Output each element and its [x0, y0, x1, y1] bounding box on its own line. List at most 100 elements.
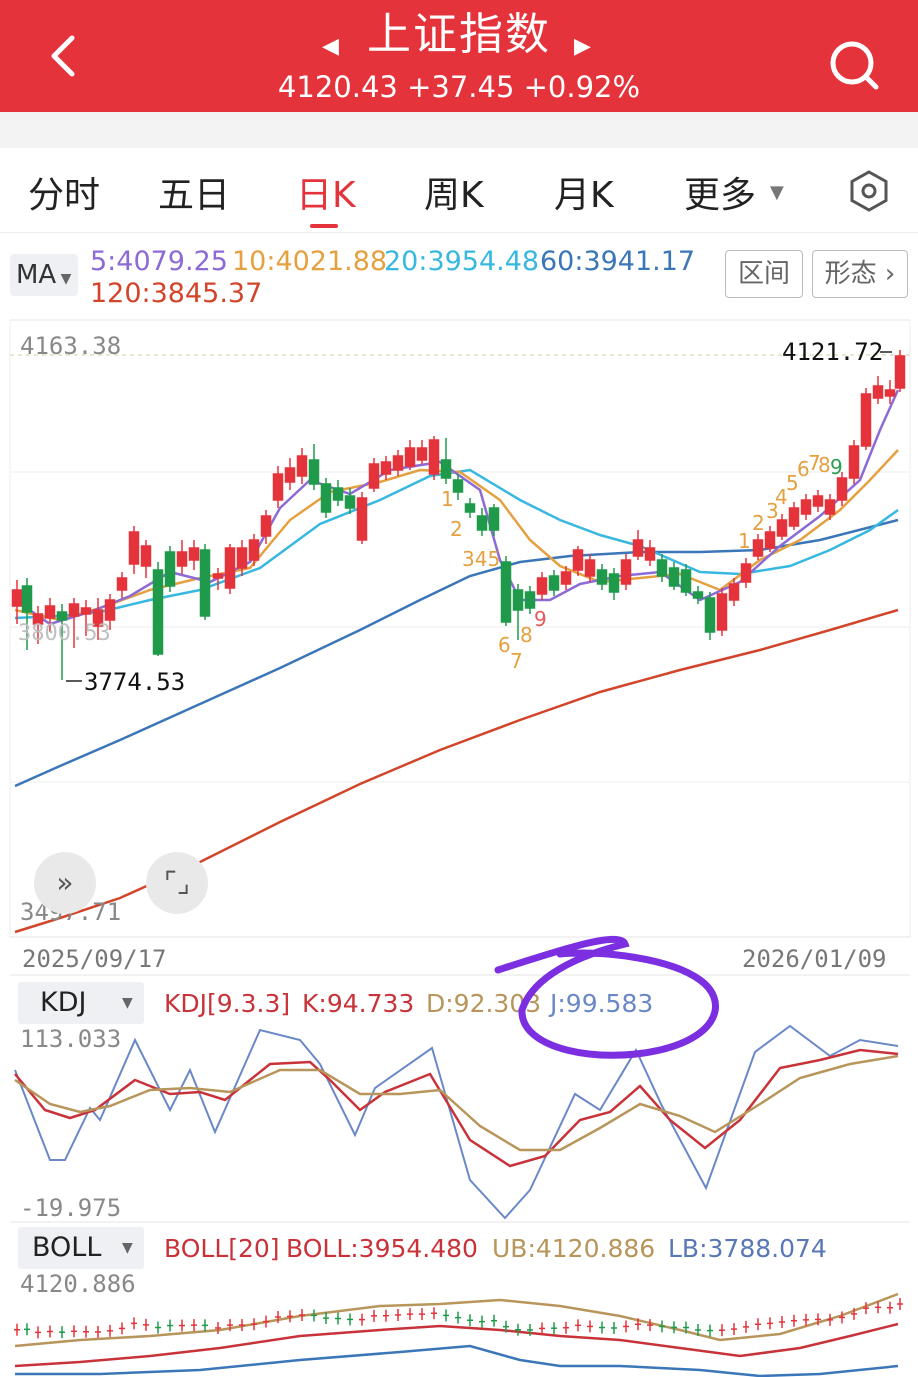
candle-body [548, 575, 560, 591]
ma120-value: 120:3845.37 [90, 278, 263, 309]
main-chart-grid [9, 319, 911, 938]
ma5-value: 5:4079.25 [90, 246, 228, 277]
candle-body [894, 355, 906, 389]
ma-selector-label: MA [16, 260, 57, 290]
tab-monthly-k[interactable]: 月K [554, 175, 614, 216]
ghost-price-label: 3800.53 [18, 621, 111, 646]
td-label: 4 [775, 485, 788, 509]
candle-body [464, 503, 476, 513]
pattern-button[interactable]: 形态 › [812, 250, 908, 298]
interval-button[interactable]: 区间 [725, 250, 803, 298]
candle-body [368, 463, 380, 489]
date-start-label: 2025/09/17 [22, 945, 167, 973]
candle-body [692, 591, 704, 599]
candle-body [296, 455, 308, 477]
candle-body [560, 571, 572, 585]
triangle-right-icon[interactable]: ▶ [574, 34, 591, 59]
candle-body [380, 461, 392, 475]
candle-body [21, 585, 33, 613]
candle-body [848, 445, 860, 479]
candle-body [199, 549, 211, 617]
chevron-left-icon[interactable] [40, 32, 88, 80]
candle-body [680, 569, 692, 593]
candle-body [752, 539, 764, 557]
td-label: 1 [441, 487, 454, 511]
active-tab-indicator [310, 224, 338, 228]
pattern-button-label: 形态 [824, 259, 877, 289]
candle-body [656, 559, 668, 577]
td-label: 8 [818, 453, 831, 477]
tab-weekly-k[interactable]: 周K [424, 175, 484, 216]
boll-mid-line [14, 1322, 899, 1368]
period-tabs: 分时 五日 日K 周K 月K 更多 [0, 148, 918, 233]
candle-body [512, 589, 524, 611]
candle-body [236, 547, 248, 569]
ma10-value: 10:4021.88 [232, 246, 388, 277]
candle-body [596, 569, 608, 585]
kdj-params: KDJ[9.3.3] [164, 989, 290, 1018]
td-label: 7 [510, 649, 523, 673]
td-label: 1 [738, 529, 751, 553]
annotation-circle [494, 935, 719, 1059]
date-end-label: 2026/01/09 [742, 945, 887, 973]
candle-body [68, 603, 80, 617]
candle-body [320, 483, 332, 513]
search-icon[interactable] [826, 38, 882, 94]
td-label: 8 [520, 623, 533, 647]
high-price-label: 4163.38 [20, 332, 121, 360]
td-sequence-labels: 1 2 345 6 7 8 9 1 2 3 4 5 6 7 8 9 [441, 451, 843, 673]
candle-body [716, 593, 728, 631]
candle-body [164, 551, 176, 587]
tab-more[interactable]: 更多 [684, 175, 757, 216]
candle-body [704, 597, 716, 633]
kdj-bottom-label: -19.975 [20, 1194, 121, 1222]
kdj-selector-label: KDJ [40, 987, 87, 1018]
min-price-marker: 3774.53 [84, 668, 185, 696]
td-label: 9 [830, 455, 843, 479]
boll-top-label: 4120.886 [20, 1270, 136, 1298]
index-quote: 4120.43 +37.45 +0.92% [0, 70, 918, 104]
candle-body [44, 605, 56, 619]
candle-body [176, 551, 188, 567]
td-label: 3 [766, 499, 779, 523]
candle-body [620, 559, 632, 585]
td-label: 9 [534, 607, 547, 631]
fullscreen-icon[interactable]: ⌜⌟ [146, 852, 208, 914]
candle-body [872, 385, 884, 399]
candle-body [224, 547, 236, 589]
kdj-top-label: 113.033 [20, 1025, 121, 1053]
double-chevron-right-icon[interactable]: » [34, 852, 96, 914]
candle-body [488, 507, 500, 531]
settings-icon[interactable] [848, 170, 890, 212]
app-header: 上证指数 ◀ ▶ 4120.43 +37.45 +0.92% [0, 0, 918, 112]
kdj-selector[interactable]: KDJ ▼ [18, 982, 144, 1024]
triangle-left-icon[interactable]: ◀ [322, 34, 339, 59]
index-change-pct: +0.92% [523, 70, 641, 104]
max-price-marker: 4121.72 [782, 338, 883, 366]
boll-ub-value: UB:4120.886 [492, 1234, 655, 1263]
boll-selector-label: BOLL [32, 1232, 102, 1263]
candle-body [248, 539, 260, 561]
candle-body [584, 559, 596, 577]
candle-body [764, 531, 776, 549]
tab-daily-k[interactable]: 日K [296, 175, 356, 216]
candlestick-series [11, 350, 906, 680]
candle-body [104, 599, 116, 621]
kline-chart-area[interactable]: 1 2 345 6 7 8 9 1 2 3 4 5 6 7 8 9 4163.3… [0, 318, 918, 1377]
tab-intraday[interactable]: 分时 [28, 175, 101, 216]
candle-body [92, 609, 104, 627]
candle-body [776, 519, 788, 537]
ma60-value: 60:3941.17 [540, 246, 696, 277]
ma120-line [14, 608, 899, 934]
ma-selector[interactable]: MA ▼ [10, 254, 78, 296]
boll-selector[interactable]: BOLL ▼ [18, 1227, 144, 1269]
kdj-k-value: K:94.733 [302, 989, 414, 1018]
boll-upper-line [14, 1292, 899, 1348]
separator [0, 112, 918, 148]
tab-five-day[interactable]: 五日 [158, 175, 231, 216]
boll-price-bars [14, 1298, 903, 1339]
candle-body [260, 515, 272, 537]
ma20-value: 20:3954.48 [384, 246, 540, 277]
candle-body [668, 567, 680, 587]
candle-body [788, 507, 800, 527]
